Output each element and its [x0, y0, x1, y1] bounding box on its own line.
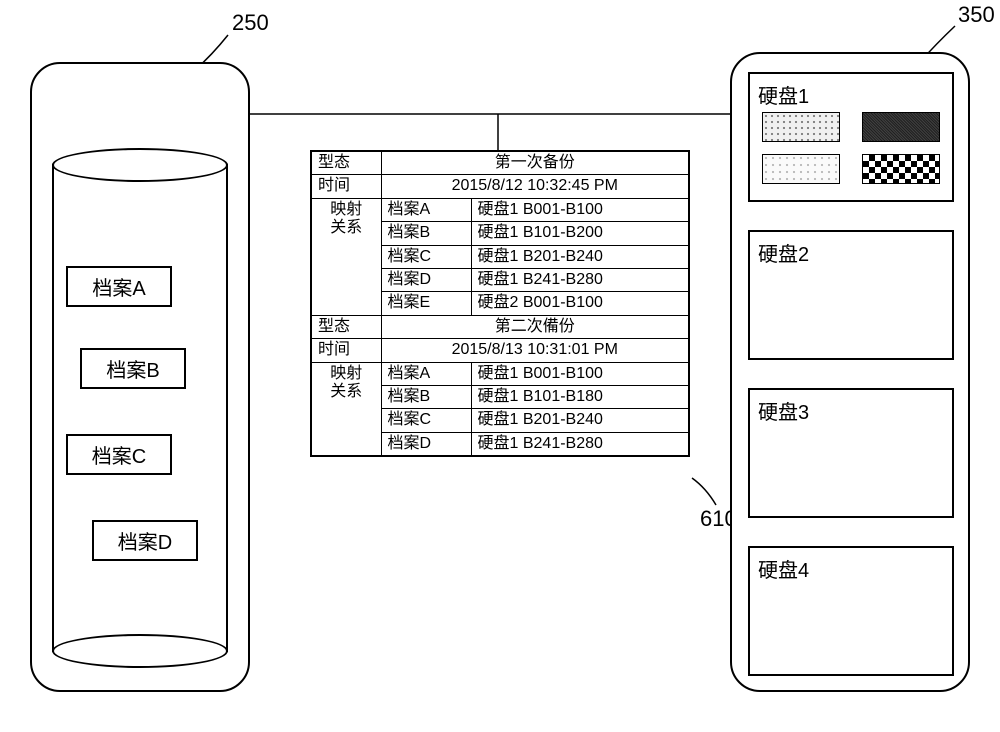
file-b: 档案B — [80, 348, 186, 389]
s1-file: 档案A — [381, 362, 471, 385]
disk1-swatch-3 — [762, 154, 840, 184]
label-350: 350 — [958, 2, 995, 28]
s1-loc: 硬盘1 B001-B100 — [471, 362, 689, 385]
time-header: 时间 — [311, 175, 381, 198]
mapping-table: 型态 第一次备份 时间 2015/8/12 10:32:45 PM 映射 关系 … — [310, 150, 690, 457]
s4-loc: 硬盘1 B241-B280 — [471, 432, 689, 456]
rel-word: 关系 — [318, 219, 375, 237]
r1-loc: 硬盘1 B001-B100 — [471, 198, 689, 221]
type-header-2: 型态 — [311, 315, 381, 338]
backup-1-title: 第一次备份 — [381, 151, 689, 175]
disk1-swatch-4 — [862, 154, 940, 184]
disk-3: 硬盘3 — [748, 388, 954, 518]
backup-2-title: 第二次備份 — [381, 315, 689, 338]
time-1: 2015/8/12 10:32:45 PM — [381, 175, 689, 198]
map-header-2: 映射 关系 — [311, 362, 381, 456]
disk-2-label: 硬盘2 — [758, 244, 809, 266]
r4-file: 档案D — [381, 268, 471, 291]
r1-file: 档案A — [381, 198, 471, 221]
disk-1: 硬盘1 — [748, 72, 954, 202]
time-header-2: 时间 — [311, 339, 381, 362]
disk-3-label: 硬盘3 — [758, 402, 809, 424]
r5-loc: 硬盘2 B001-B100 — [471, 292, 689, 315]
r3-file: 档案C — [381, 245, 471, 268]
disk-2: 硬盘2 — [748, 230, 954, 360]
file-c: 档案C — [66, 434, 172, 475]
file-d: 档案D — [92, 520, 198, 561]
s3-loc: 硬盘1 B201-B240 — [471, 409, 689, 432]
disk1-swatch-2 — [862, 112, 940, 142]
type-header: 型态 — [311, 151, 381, 175]
disk1-swatch-1 — [762, 112, 840, 142]
disk-1-label: 硬盘1 — [758, 86, 809, 108]
s2-loc: 硬盘1 B101-B180 — [471, 385, 689, 408]
r2-loc: 硬盘1 B101-B200 — [471, 222, 689, 245]
time-2: 2015/8/13 10:31:01 PM — [381, 339, 689, 362]
rel-word-2: 关系 — [318, 383, 375, 401]
r4-loc: 硬盘1 B241-B280 — [471, 268, 689, 291]
map-word: 映射 — [318, 201, 375, 219]
label-250: 250 — [232, 10, 269, 36]
s2-file: 档案B — [381, 385, 471, 408]
disk-4-label: 硬盘4 — [758, 560, 809, 582]
s4-file: 档案D — [381, 432, 471, 456]
r3-loc: 硬盘1 B201-B240 — [471, 245, 689, 268]
storage-cylinder — [52, 148, 228, 668]
s3-file: 档案C — [381, 409, 471, 432]
file-a: 档案A — [66, 266, 172, 307]
r2-file: 档案B — [381, 222, 471, 245]
r5-file: 档案E — [381, 292, 471, 315]
map-word-2: 映射 — [318, 365, 375, 383]
disk-4: 硬盘4 — [748, 546, 954, 676]
map-header-1: 映射 关系 — [311, 198, 381, 315]
